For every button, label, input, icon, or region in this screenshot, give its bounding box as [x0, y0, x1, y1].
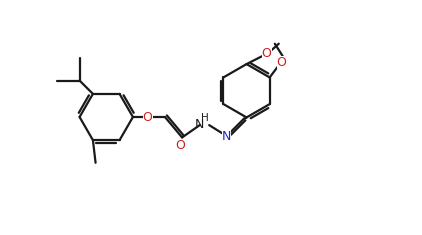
Text: H: H — [201, 113, 209, 123]
Text: O: O — [277, 56, 287, 69]
Text: N: N — [195, 118, 204, 131]
Text: O: O — [143, 110, 152, 124]
Text: O: O — [262, 47, 271, 60]
Text: N: N — [222, 130, 231, 143]
Text: O: O — [175, 139, 185, 152]
